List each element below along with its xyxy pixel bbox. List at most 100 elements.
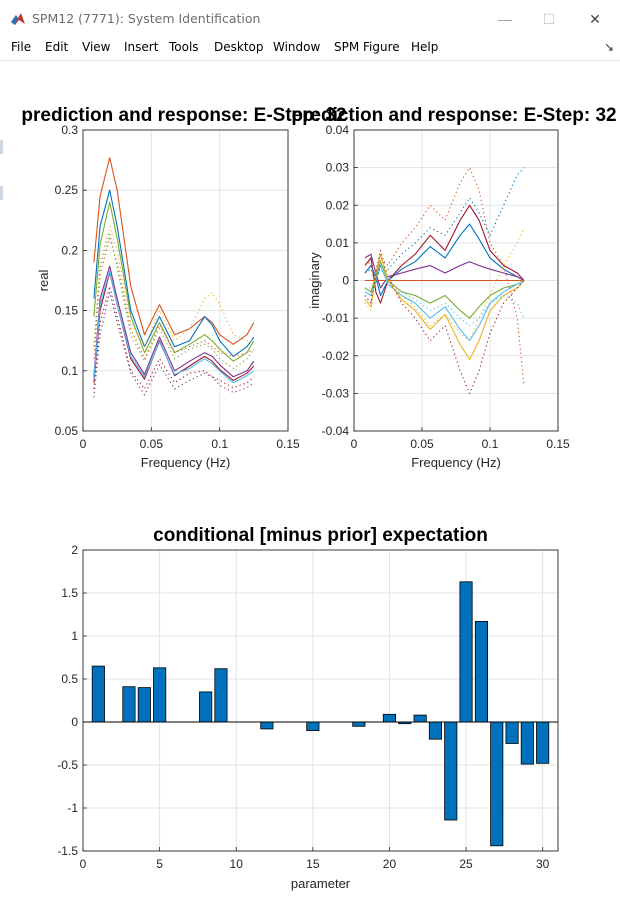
- bar-param-12: [260, 721, 274, 730]
- bar-param-27: [490, 721, 504, 847]
- x-tick-label: 0: [80, 437, 87, 451]
- bar-param-29: [520, 721, 534, 765]
- y-tick-label: -1.5: [57, 844, 78, 858]
- window-edge-mark: [0, 186, 3, 200]
- bar-param-25: [459, 581, 473, 723]
- x-tick-label: 0.15: [276, 437, 300, 451]
- axes-frame: [353, 129, 559, 432]
- series-line-2: [93, 201, 255, 362]
- window-title: SPM12 (7771): System Identification: [32, 11, 261, 26]
- y-tick-label: -0.03: [322, 386, 350, 400]
- menu-desktop[interactable]: Desktop: [214, 40, 264, 54]
- window-edge-mark: [0, 140, 3, 154]
- x-tick-label: 10: [230, 857, 244, 871]
- bar-param-18: [352, 721, 366, 727]
- y-tick-label: 2: [71, 543, 78, 557]
- menu-divider: [0, 60, 620, 61]
- y-tick-label: 0.5: [61, 672, 78, 686]
- x-tick-label: 5: [156, 857, 163, 871]
- matlab-icon: [11, 13, 25, 25]
- bar-param-9: [214, 668, 228, 723]
- y-tick-label: 0.03: [326, 161, 350, 175]
- bar-param-20: [382, 713, 396, 723]
- series-line-10: [364, 227, 525, 342]
- menu-tools[interactable]: Tools: [169, 40, 199, 54]
- bar-param-1: [91, 665, 105, 723]
- x-axis-label: parameter: [291, 876, 351, 891]
- maximize-button[interactable]: ☐: [526, 4, 572, 34]
- x-axis-label: Frequency (Hz): [411, 455, 501, 470]
- bar-param-5: [153, 667, 167, 723]
- minimize-button[interactable]: —: [482, 4, 528, 34]
- real-part-axes: 0 0.05 0.1 0.150.050.10.150.20.250.3Frequen…: [36, 123, 300, 470]
- x-tick-label: 0: [80, 857, 87, 871]
- bar-param-23: [428, 721, 442, 740]
- imaginary-part-axes: 0 0.05 0.1 0.15 -0.04 -0.03 -0.02 -0.01 0 0.01 0.0…: [307, 123, 570, 470]
- y-tick-label: -1: [67, 801, 78, 815]
- menu-help[interactable]: Help: [411, 40, 439, 54]
- series-line-8: [93, 285, 255, 390]
- series-line-7: [364, 167, 525, 386]
- menu-view[interactable]: View: [82, 40, 111, 54]
- y-tick-label: 0.15: [55, 304, 79, 318]
- y-tick-label: -0.04: [322, 424, 350, 438]
- bar-param-15: [306, 721, 320, 732]
- x-tick-label: 0: [351, 437, 358, 451]
- dock-arrow-icon[interactable]: ↘: [604, 40, 615, 54]
- x-tick-label: 0.05: [410, 437, 434, 451]
- menu-insert[interactable]: Insert: [124, 40, 159, 54]
- series-line-10: [93, 291, 255, 398]
- x-tick-label: 30: [536, 857, 550, 871]
- y-axis-label: imaginary: [307, 252, 322, 309]
- series-line-9: [93, 231, 255, 369]
- bar-param-26: [474, 621, 488, 723]
- series-line-1: [93, 189, 255, 357]
- y-tick-label: 0.2: [61, 243, 78, 257]
- x-tick-label: 20: [383, 857, 397, 871]
- bar-param-4: [137, 687, 151, 723]
- title-bar[interactable]: SPM12 (7771): System Identification — ☐ …: [0, 0, 620, 38]
- spm-figure-canvas: prediction and response: E-Step: 32 pred…: [21, 105, 616, 891]
- series-line-6: [93, 225, 254, 348]
- axes-frame: [82, 549, 559, 852]
- x-tick-label: 0.1: [211, 437, 228, 451]
- right-panel-title: prediction and response: E-Step: 32: [291, 105, 616, 126]
- y-tick-label: 0.25: [55, 183, 79, 197]
- bar-param-22: [413, 714, 427, 723]
- menu-edit[interactable]: Edit: [45, 40, 69, 54]
- maximize-icon: ☐: [542, 10, 556, 27]
- bar-param-8: [199, 691, 213, 723]
- bar-param-24: [444, 721, 458, 821]
- close-button[interactable]: ✕: [572, 4, 618, 34]
- series-line-3: [93, 265, 255, 378]
- y-tick-label: 0: [342, 274, 349, 288]
- series-line-8: [364, 167, 525, 285]
- x-tick-label: 0.15: [546, 437, 570, 451]
- series-line-0: [93, 157, 255, 345]
- y-tick-label: 0.01: [326, 236, 350, 250]
- y-tick-label: 0.1: [61, 364, 78, 378]
- x-axis-label: Frequency (Hz): [141, 455, 231, 470]
- y-tick-label: 0.04: [326, 123, 350, 137]
- series-line-6: [364, 253, 525, 361]
- bar-param-3: [122, 686, 136, 723]
- menu-window[interactable]: Window: [273, 40, 321, 54]
- x-tick-label: 0.05: [140, 437, 164, 451]
- minimize-icon: —: [498, 11, 512, 27]
- series-line-0: [364, 204, 525, 304]
- menu-spm-figure[interactable]: SPM Figure: [334, 40, 400, 54]
- y-tick-label: -0.01: [322, 311, 350, 325]
- series-line-1: [364, 223, 525, 297]
- parameter-bar-axes: 0 5 10 15 20 25 30 -1.5 -1 -0.5 0 0.5 1 1.5 2 condition…: [57, 525, 559, 891]
- y-tick-label: 1: [71, 629, 78, 643]
- x-tick-label: 0.1: [482, 437, 499, 451]
- bar-param-30: [536, 721, 550, 764]
- y-axis-label: real: [36, 270, 51, 292]
- y-tick-label: 0.02: [326, 198, 350, 212]
- left-panel-title: prediction and response: E-Step: 32: [21, 105, 346, 126]
- y-tick-label: -0.5: [57, 758, 78, 772]
- y-tick-label: -0.02: [322, 349, 350, 363]
- menu-file[interactable]: File: [11, 40, 32, 54]
- series-line-11: [364, 268, 525, 327]
